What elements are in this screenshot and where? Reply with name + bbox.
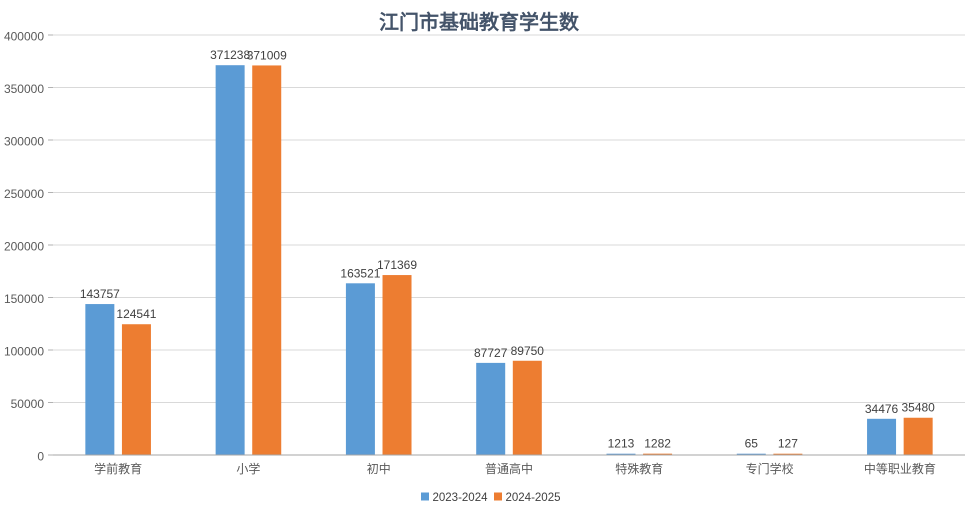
svg-text:特殊教育: 特殊教育 xyxy=(615,461,663,476)
svg-text:35480: 35480 xyxy=(901,401,935,415)
svg-text:小学: 小学 xyxy=(236,461,260,476)
svg-text:34476: 34476 xyxy=(865,402,899,416)
svg-text:350000: 350000 xyxy=(4,82,44,96)
svg-text:87727: 87727 xyxy=(474,346,508,360)
svg-text:专门学校: 专门学校 xyxy=(746,461,794,476)
svg-text:124541: 124541 xyxy=(116,307,156,321)
svg-text:50000: 50000 xyxy=(11,397,45,411)
svg-text:150000: 150000 xyxy=(4,292,44,306)
svg-text:0: 0 xyxy=(37,450,44,464)
svg-text:1213: 1213 xyxy=(608,437,635,451)
svg-text:143757: 143757 xyxy=(80,287,120,301)
svg-text:250000: 250000 xyxy=(4,187,44,201)
svg-text:89750: 89750 xyxy=(511,344,545,358)
svg-text:2024-2025: 2024-2025 xyxy=(506,492,561,504)
svg-text:初中: 初中 xyxy=(367,461,391,476)
svg-text:1282: 1282 xyxy=(644,437,671,451)
svg-text:100000: 100000 xyxy=(4,345,44,359)
svg-text:163521: 163521 xyxy=(340,266,380,280)
svg-text:371009: 371009 xyxy=(247,48,287,62)
svg-text:65: 65 xyxy=(745,437,759,451)
svg-text:300000: 300000 xyxy=(4,135,44,149)
svg-text:中等职业教育: 中等职业教育 xyxy=(864,461,936,476)
svg-text:171369: 171369 xyxy=(377,258,417,272)
svg-text:学前教育: 学前教育 xyxy=(94,461,142,476)
svg-text:普通高中: 普通高中 xyxy=(485,461,533,476)
svg-text:2023-2024: 2023-2024 xyxy=(433,492,489,504)
svg-text:200000: 200000 xyxy=(4,240,44,254)
svg-text:371238: 371238 xyxy=(210,48,250,62)
svg-text:127: 127 xyxy=(778,437,798,451)
